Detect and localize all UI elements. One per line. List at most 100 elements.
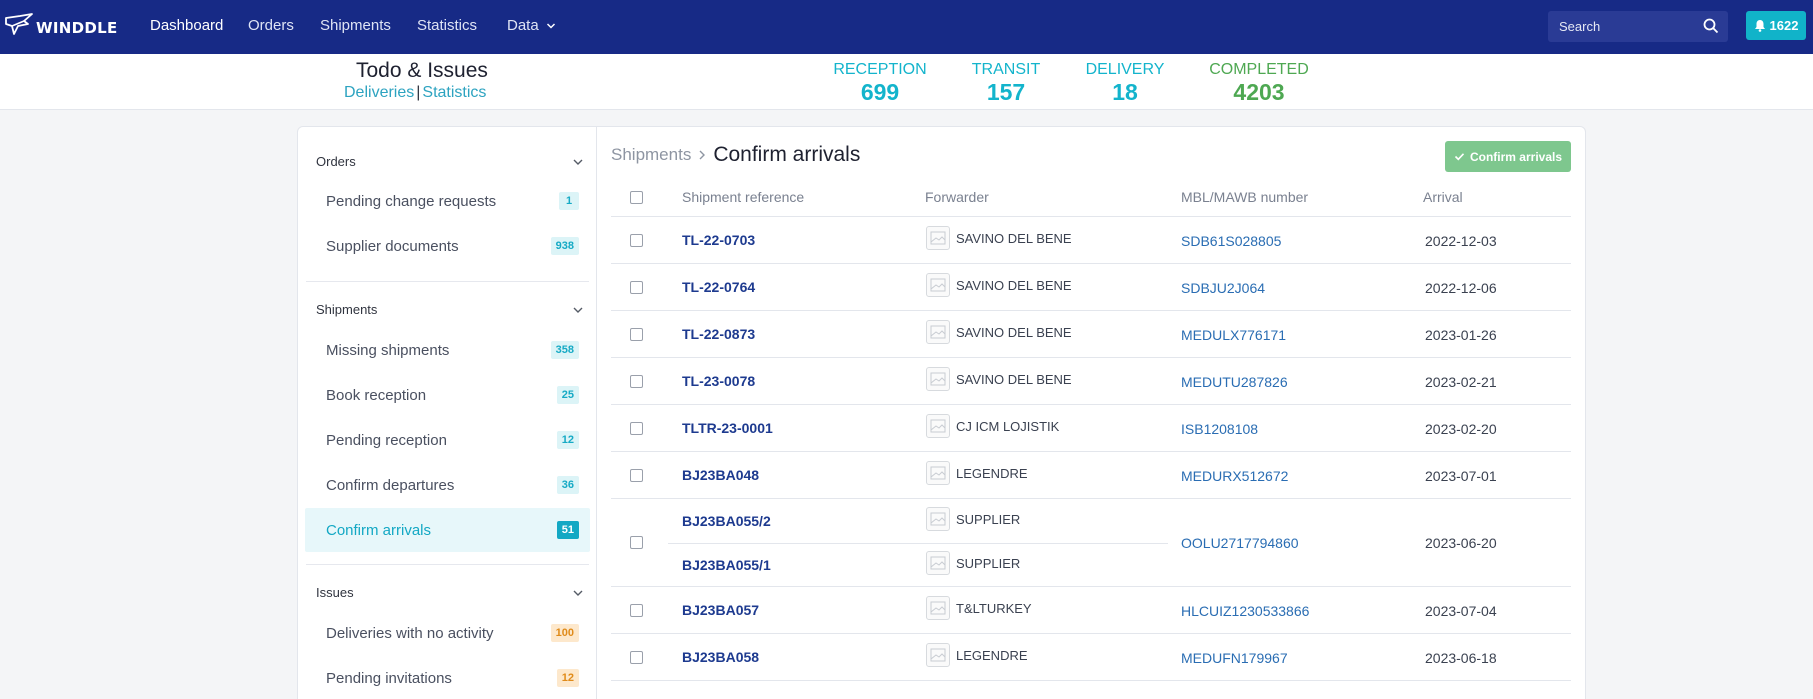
table-row[interactable]: TL-22-0873 SAVINO DEL BENE MEDULX776171 … <box>611 311 1571 358</box>
search-input[interactable] <box>1559 19 1694 34</box>
forwarder-cell: CJ ICM LOJISTIK <box>926 414 1059 438</box>
sidebar-item-label: Deliveries with no activity <box>326 624 494 642</box>
stat-completed[interactable]: COMPLETED 4203 <box>1189 61 1329 106</box>
shipment-reference-link[interactable]: BJ23BA058 <box>682 649 760 665</box>
shipment-reference-link[interactable]: TL-23-0078 <box>682 373 756 389</box>
section-orders-header[interactable]: Orders <box>316 154 584 169</box>
table-header: Shipment reference Forwarder MBL/MAWB nu… <box>611 169 1571 217</box>
mbl-number-link[interactable]: HLCUIZ1230533866 <box>1181 603 1310 619</box>
shipment-reference-link[interactable]: BJ23BA055/2 <box>682 513 771 529</box>
statistics-link[interactable]: Statistics <box>422 84 487 101</box>
stat-reception[interactable]: RECEPTION 699 <box>810 61 950 106</box>
notifications-button[interactable]: 1622 <box>1746 11 1806 40</box>
forwarder-logo-placeholder-icon <box>926 507 950 531</box>
sidebar-item-missing-shipments[interactable]: Missing shipments 358 <box>305 328 590 372</box>
deliveries-link[interactable]: Deliveries <box>344 84 415 101</box>
row-checkbox[interactable] <box>630 536 643 549</box>
table-row-grouped[interactable]: BJ23BA055/2 SUPPLIER BJ23BA055/1 SUPPLIE… <box>611 499 1571 587</box>
check-icon <box>1454 153 1465 161</box>
row-checkbox[interactable] <box>630 651 643 664</box>
breadcrumb-shipments[interactable]: Shipments <box>611 145 692 164</box>
confirm-arrivals-button[interactable]: Confirm arrivals <box>1445 141 1571 172</box>
forwarder-cell: SAVINO DEL BENE <box>926 320 1072 344</box>
sidebar-item-deliveries-no-activity[interactable]: Deliveries with no activity 100 <box>305 611 590 655</box>
mbl-number-link[interactable]: MEDUTU287826 <box>1181 374 1288 390</box>
divider <box>306 564 589 565</box>
sidebar-item-supplier-documents[interactable]: Supplier documents 938 <box>305 224 590 268</box>
shipment-reference-link[interactable]: BJ23BA057 <box>682 602 760 618</box>
forwarder-logo-placeholder-icon <box>926 551 950 575</box>
search-box[interactable] <box>1548 11 1728 42</box>
row-checkbox[interactable] <box>630 422 643 435</box>
section-shipments-header[interactable]: Shipments <box>316 302 584 317</box>
shipment-reference-link[interactable]: TL-22-0873 <box>682 326 756 342</box>
sidebar-item-book-reception[interactable]: Book reception 25 <box>305 373 590 417</box>
row-checkbox[interactable] <box>630 604 643 617</box>
stat-transit[interactable]: TRANSIT 157 <box>936 61 1076 106</box>
sidebar-item-pending-invitations[interactable]: Pending invitations 12 <box>305 656 590 699</box>
table-row[interactable]: BJ23BA048 LEGENDRE MEDURX512672 2023-07-… <box>611 452 1571 499</box>
row-checkbox[interactable] <box>630 281 643 294</box>
arrival-date: 2023-02-21 <box>1425 374 1497 390</box>
mbl-number-link[interactable]: OOLU2717794860 <box>1181 535 1299 551</box>
table-row[interactable]: TL-22-0703 SAVINO DEL BENE SDB61S028805 … <box>611 217 1571 264</box>
column-mbl-mawb[interactable]: MBL/MAWB number <box>1181 189 1309 205</box>
row-checkbox[interactable] <box>630 469 643 482</box>
shipment-reference-link[interactable]: TL-22-0703 <box>682 232 756 248</box>
table-row[interactable]: TLTR-23-0001 CJ ICM LOJISTIK ISB1208108 … <box>611 405 1571 452</box>
forwarder-name: SAVINO DEL BENE <box>956 324 1072 340</box>
section-title: Issues <box>316 585 354 600</box>
nav-dashboard[interactable]: Dashboard <box>150 17 224 34</box>
select-all-checkbox[interactable] <box>630 191 643 204</box>
mbl-number-link[interactable]: SDB61S028805 <box>1181 233 1282 249</box>
forwarder-name: SAVINO DEL BENE <box>956 230 1072 246</box>
search-icon[interactable] <box>1703 18 1719 34</box>
stat-value: 18 <box>1112 79 1138 105</box>
forwarder-name: SAVINO DEL BENE <box>956 371 1072 387</box>
table-row[interactable]: BJ23BA058 LEGENDRE MEDUFN179967 2023-06-… <box>611 634 1571 681</box>
count-badge: 25 <box>556 386 579 404</box>
count-badge: 51 <box>556 521 579 539</box>
table-row[interactable]: BJ23BA057 T&LTURKEY HLCUIZ1230533866 202… <box>611 587 1571 634</box>
stat-value: 4203 <box>1233 79 1285 105</box>
section-issues-header[interactable]: Issues <box>316 585 584 600</box>
summary-links: Deliveries | Statistics <box>344 84 486 102</box>
column-shipment-reference[interactable]: Shipment reference <box>682 189 805 205</box>
nav-data-dropdown[interactable]: Data <box>507 17 556 34</box>
sidebar-item-label: Book reception <box>326 386 427 404</box>
forwarder-name: SUPPLIER <box>956 511 1021 527</box>
column-forwarder[interactable]: Forwarder <box>925 189 989 205</box>
mbl-number-link[interactable]: SDBJU2J064 <box>1181 280 1266 296</box>
section-title: Shipments <box>316 302 378 317</box>
count-badge: 1 <box>559 192 579 210</box>
shipment-reference-link[interactable]: TLTR-23-0001 <box>682 420 773 436</box>
stat-delivery[interactable]: DELIVERY 18 <box>1055 61 1195 106</box>
mbl-number-link[interactable]: MEDURX512672 <box>1181 468 1289 484</box>
row-checkbox[interactable] <box>630 328 643 341</box>
table-row[interactable]: TL-22-0764 SAVINO DEL BENE SDBJU2J064 20… <box>611 264 1571 311</box>
mbl-number-link[interactable]: ISB1208108 <box>1181 421 1259 437</box>
nav-orders[interactable]: Orders <box>248 17 294 34</box>
winddle-logo[interactable]: WINDDLE <box>4 12 118 40</box>
shipment-reference-link[interactable]: TL-22-0764 <box>682 279 756 295</box>
shipment-reference-link[interactable]: BJ23BA048 <box>682 467 760 483</box>
confirm-button-label: Confirm arrivals <box>1469 149 1563 164</box>
nav-statistics[interactable]: Statistics <box>417 17 478 34</box>
sidebar-item-confirm-departures[interactable]: Confirm departures 36 <box>305 463 590 507</box>
nav-shipments[interactable]: Shipments <box>320 17 391 34</box>
forwarder-logo-placeholder-icon <box>926 596 950 620</box>
row-checkbox[interactable] <box>630 234 643 247</box>
sidebar-item-confirm-arrivals[interactable]: Confirm arrivals 51 <box>305 508 590 552</box>
sidebar-item-pending-change-requests[interactable]: Pending change requests 1 <box>305 179 590 223</box>
column-arrival[interactable]: Arrival <box>1423 189 1463 205</box>
table-row[interactable]: TL-23-0078 SAVINO DEL BENE MEDUTU287826 … <box>611 358 1571 405</box>
stat-label: COMPLETED <box>1209 61 1309 78</box>
sidebar-item-pending-reception[interactable]: Pending reception 12 <box>305 418 590 462</box>
shipment-reference-link[interactable]: BJ23BA055/1 <box>682 557 771 573</box>
count-badge: 12 <box>556 431 579 449</box>
row-checkbox[interactable] <box>630 375 643 388</box>
mbl-number-link[interactable]: MEDULX776171 <box>1181 327 1287 343</box>
chevron-down-icon <box>573 590 583 596</box>
mbl-number-link[interactable]: MEDUFN179967 <box>1181 650 1288 666</box>
sidebar-item-label: Missing shipments <box>326 341 450 359</box>
